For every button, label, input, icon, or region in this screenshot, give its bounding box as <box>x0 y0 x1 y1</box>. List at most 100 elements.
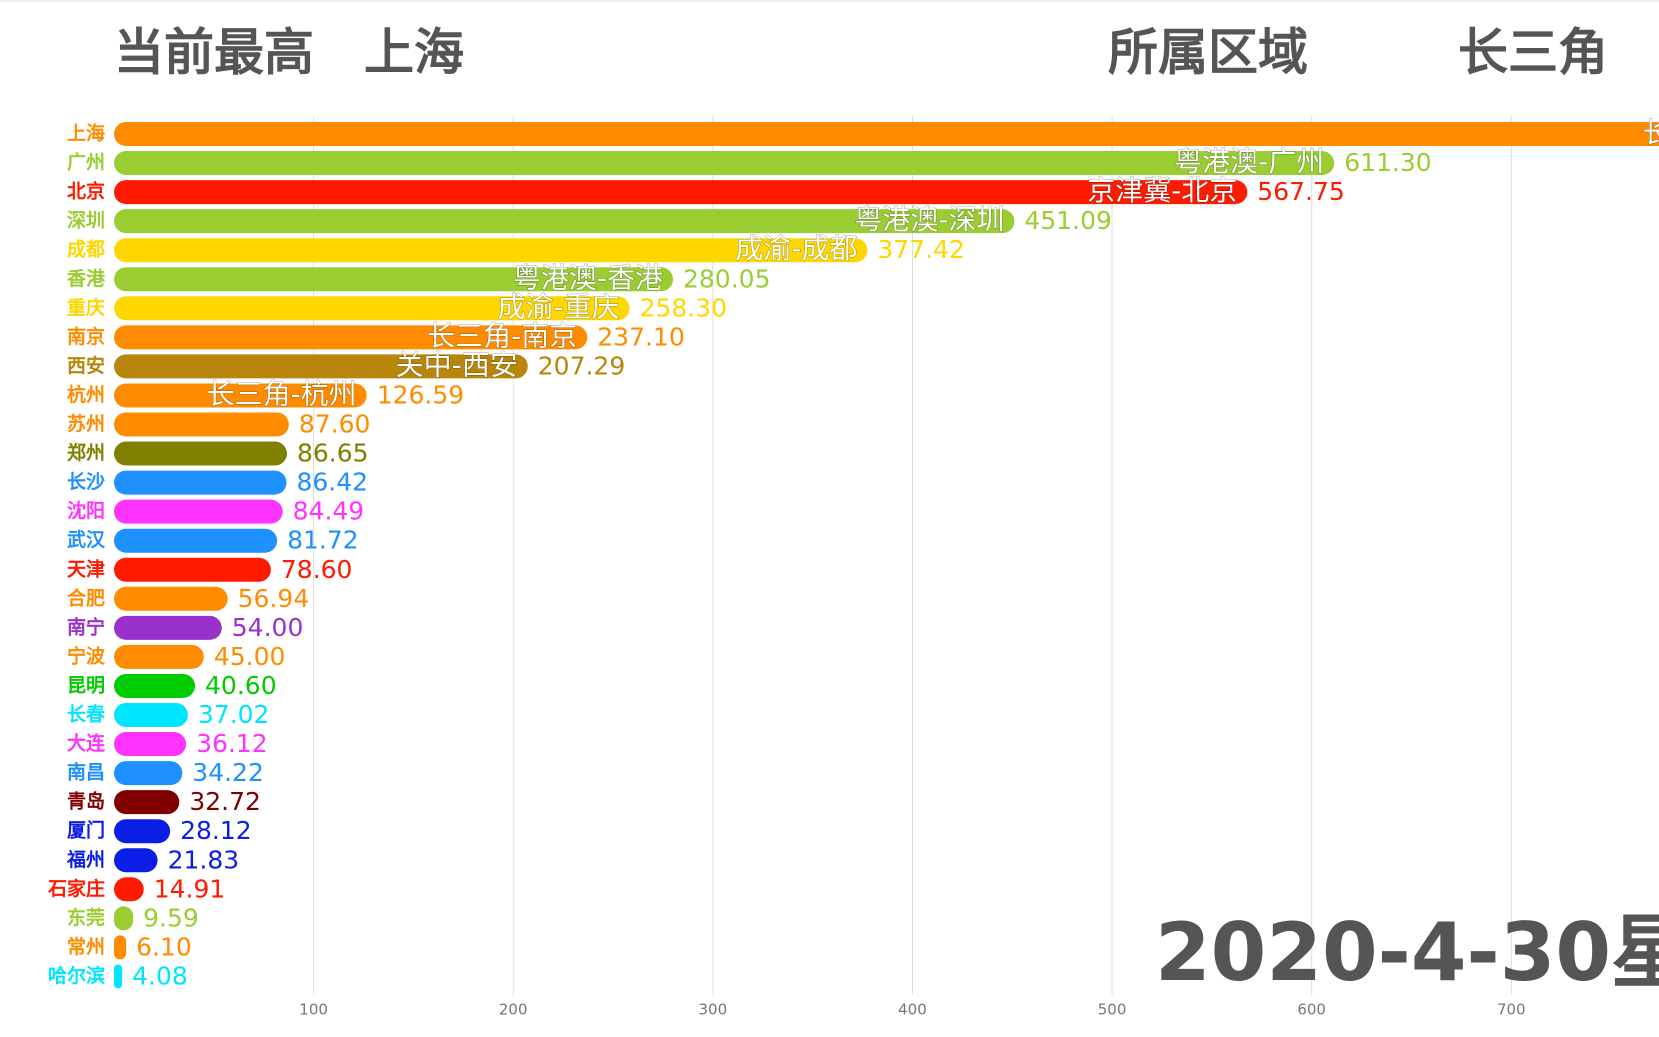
bar <box>114 906 134 931</box>
bar-label: 京津冀-北京 <box>1087 174 1237 207</box>
y-tick-label: 苏州 <box>67 412 105 435</box>
y-tick-label: 郑州 <box>67 442 105 464</box>
y-tick-label: 哈尔滨 <box>48 964 105 987</box>
y-tick-label: 天津 <box>67 557 105 580</box>
bar <box>114 499 283 524</box>
bar <box>114 732 187 757</box>
bar-label: 成渝-成都 <box>735 232 857 265</box>
bar <box>114 528 278 553</box>
bar-label: 长三角-杭州 <box>207 377 357 410</box>
bar <box>114 122 1659 146</box>
bar <box>114 267 674 292</box>
header-region: 长三角 <box>1458 24 1608 82</box>
value-label: 6.10 <box>136 932 192 961</box>
value-label: 37.02 <box>198 700 270 729</box>
y-tick-label: 南昌 <box>67 762 105 784</box>
bar <box>114 470 287 495</box>
y-tick-label: 厦门 <box>67 819 105 842</box>
bar <box>114 180 1248 205</box>
bar <box>114 703 188 727</box>
value-label: 87.60 <box>299 410 371 439</box>
bar <box>114 209 1015 234</box>
bar <box>114 615 222 640</box>
y-tick-label: 大连 <box>67 732 106 755</box>
y-tick-label: 上海 <box>67 122 105 145</box>
bar <box>114 761 183 786</box>
value-label: 54.00 <box>232 613 304 642</box>
value-label: 207.29 <box>538 351 625 380</box>
y-tick-label: 东莞 <box>67 906 105 929</box>
value-label: 34.22 <box>192 758 264 787</box>
y-tick-label: 青岛 <box>67 790 105 813</box>
value-label: 611.30 <box>1344 148 1431 177</box>
value-label: 86.42 <box>297 468 369 497</box>
x-tick-label: 200 <box>499 1001 528 1019</box>
value-label: 36.12 <box>196 729 268 758</box>
y-tick-label: 石家庄 <box>47 877 105 900</box>
bar <box>114 790 180 815</box>
y-tick-label: 重庆 <box>67 296 105 319</box>
y-tick-label: 武汉 <box>67 529 106 551</box>
x-tick-label: 500 <box>1098 1001 1127 1019</box>
bar <box>114 441 287 466</box>
bar <box>114 296 630 321</box>
bar <box>114 354 528 379</box>
value-label: 81.72 <box>287 526 359 555</box>
bar <box>114 383 367 408</box>
y-tick-label: 北京 <box>67 180 105 203</box>
bar-label: 长三角-南京 <box>427 319 577 352</box>
header-label: 当前最高 <box>114 24 314 82</box>
y-tick-label: 香港 <box>66 268 106 290</box>
y-tick-label: 昆明 <box>67 674 105 696</box>
header-leader: 上海 <box>364 24 464 82</box>
y-tick-label: 南京 <box>67 325 105 348</box>
bar <box>114 964 123 989</box>
bar <box>114 848 158 873</box>
date: 2020-4-30星期 <box>1155 906 1659 999</box>
x-tick-label: 400 <box>898 1001 927 1019</box>
grid: 100 200 300 400 500 600 700 <box>299 116 1526 1019</box>
value-label: 56.94 <box>238 584 310 613</box>
bar-label: 成渝-重庆 <box>497 290 619 323</box>
value-label: 28.12 <box>180 816 252 845</box>
bar <box>114 325 588 350</box>
bar <box>114 877 144 902</box>
value-label: 21.83 <box>168 845 240 874</box>
bar-label: 长三角-上海 <box>1643 116 1659 149</box>
bar <box>114 819 171 844</box>
y-tick-label: 长春 <box>67 703 105 726</box>
y-tick-label: 合肥 <box>67 586 105 609</box>
y-tick-label: 南宁 <box>67 615 105 638</box>
bar <box>114 673 196 698</box>
y-tick-label: 成都 <box>67 238 105 261</box>
y-tick-label: 宁波 <box>67 644 106 667</box>
value-label: 258.30 <box>640 293 727 322</box>
value-label: 78.60 <box>281 555 353 584</box>
y-tick-label: 广州 <box>67 151 105 174</box>
value-label: 40.60 <box>205 671 277 700</box>
value-label: 14.91 <box>154 874 226 903</box>
bar-label: 关中-西安 <box>396 348 518 381</box>
value-label: 567.75 <box>1257 177 1344 206</box>
y-tick-label: 常州 <box>67 935 105 958</box>
value-label: 86.65 <box>297 439 369 468</box>
bar <box>114 412 289 437</box>
x-tick-label: 700 <box>1497 1001 1526 1019</box>
x-tick-label: 600 <box>1297 1001 1326 1019</box>
bar <box>114 238 868 263</box>
bar-label: 粤港澳-香港 <box>513 261 663 294</box>
value-label: 84.49 <box>293 497 365 526</box>
x-tick-label: 100 <box>299 1001 328 1019</box>
y-tick-label: 深圳 <box>67 209 105 232</box>
value-label: 237.10 <box>597 322 684 351</box>
bar <box>114 151 1335 176</box>
y-tick-label: 沈阳 <box>67 499 105 522</box>
value-label: 45.00 <box>214 642 286 671</box>
header-region-label: 所属区域 <box>1108 24 1308 82</box>
value-label: 126.59 <box>377 380 464 409</box>
bars: 上海长三角-上海广州粤港澳-广州611.30北京京津冀-北京567.75深圳粤港… <box>47 116 1659 990</box>
value-label: 9.59 <box>143 903 199 932</box>
y-tick-label: 福州 <box>66 848 105 871</box>
bar <box>114 935 127 960</box>
